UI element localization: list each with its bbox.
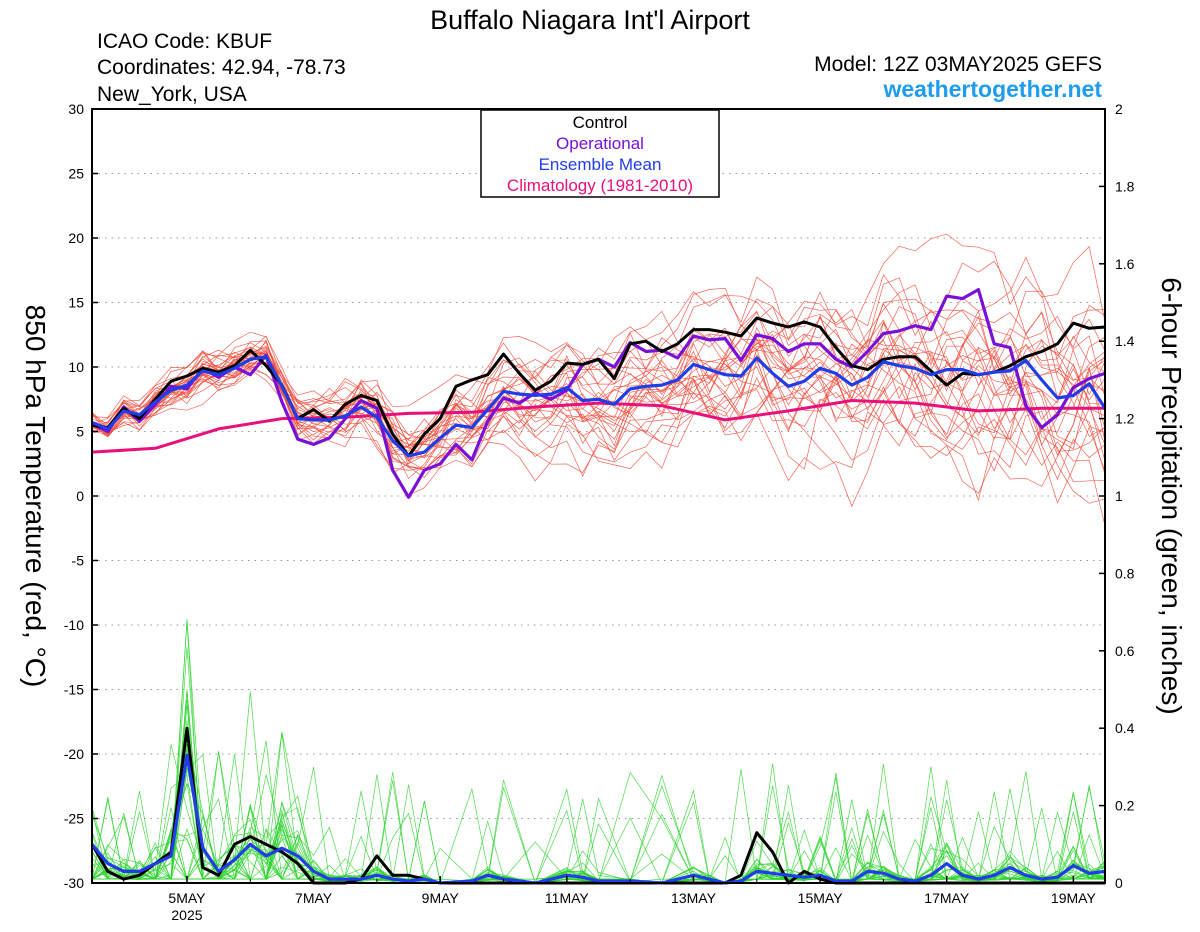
x-tick-label: 13MAY — [671, 890, 717, 906]
temperature-member-line — [91, 321, 1106, 471]
series-lines — [90, 288, 1107, 885]
legend-climatology: Climatology (1981-2010) — [507, 176, 693, 195]
right-tick-label: 1.6 — [1115, 256, 1135, 272]
climatology-1981-2010-temperature-line — [91, 399, 1105, 454]
chart-title: Buffalo Niagara Int'l Airport — [430, 5, 750, 35]
left-tick-label: 25 — [68, 166, 84, 182]
x-tick-label: 15MAY — [798, 890, 844, 906]
left-tick-label: -10 — [64, 617, 84, 633]
site-credit: weathertogether.net — [882, 76, 1102, 102]
legend-box — [480, 109, 720, 198]
x-tick-label: 5MAY — [168, 890, 206, 906]
location: New_York, USA — [97, 83, 247, 106]
right-tick-label: 0.8 — [1115, 565, 1135, 581]
left-tick-label: 5 — [76, 424, 84, 440]
left-tick-label: -15 — [64, 682, 84, 698]
left-tick-label: 30 — [68, 101, 84, 117]
left-tick-label: -20 — [64, 746, 84, 762]
left-tick-label: 20 — [68, 230, 84, 246]
temperature-member-line — [91, 298, 1106, 526]
left-tick-label: 0 — [76, 488, 84, 504]
legend-ensemble-mean: Ensemble Mean — [539, 155, 662, 174]
temperature-member-line — [91, 341, 1106, 496]
temperature-member-line — [91, 287, 1106, 504]
x-tick-label: 9MAY — [422, 890, 460, 906]
legend: Control Operational Ensemble Mean Climat… — [480, 109, 720, 198]
x-tick-label: 11MAY — [545, 890, 589, 906]
left-tick-label: -25 — [64, 811, 84, 827]
legend-control: Control — [573, 113, 628, 132]
right-tick-label: 0.6 — [1115, 643, 1135, 659]
right-axis-title: 6-hour Precipitation (green, inches) — [1156, 277, 1187, 714]
ensemble-mean-precip-line — [90, 753, 1106, 885]
right-tick-label: 1.2 — [1115, 411, 1135, 427]
left-tick-label: 10 — [68, 359, 84, 375]
right-tick-label: 1 — [1115, 488, 1123, 504]
coordinates: Coordinates: 42.94, -78.73 — [97, 56, 346, 79]
precipitation-member-line — [91, 787, 1106, 884]
right-tick-label: 0.4 — [1115, 720, 1135, 736]
temperature-member-line — [91, 328, 1106, 504]
left-tick-label: -30 — [64, 875, 84, 891]
control-precip-line — [90, 726, 1105, 885]
x-tick-label: 7MAY — [295, 890, 333, 906]
ensemble-mean-temperature-line — [91, 355, 1107, 458]
left-tick-label: -5 — [72, 553, 85, 569]
temperature-member-line — [91, 319, 1106, 478]
right-tick-label: 1.8 — [1115, 178, 1135, 194]
right-tick-label: 0 — [1115, 875, 1123, 891]
x-tick-label: 19MAY — [1051, 890, 1097, 906]
model-run: Model: 12Z 03MAY2025 GEFS — [814, 53, 1102, 76]
control-temperature-line — [91, 316, 1106, 458]
left-axis-title: 850 hPa Temperature (red, °C) — [20, 305, 51, 688]
right-tick-label: 0.2 — [1115, 798, 1135, 814]
legend-operational: Operational — [556, 134, 644, 153]
x-tick-label: 17MAY — [924, 890, 970, 906]
icao-code: ICAO Code: KBUF — [97, 30, 272, 53]
x-tick-year: 2025 — [171, 907, 202, 923]
right-tick-label: 2 — [1115, 101, 1123, 117]
precipitation-member-line — [91, 744, 1106, 884]
axis-ticks: 302520151050-5-10-15-20-25-3021.81.61.41… — [64, 101, 1135, 923]
left-tick-label: 15 — [68, 295, 84, 311]
right-tick-label: 1.4 — [1115, 333, 1135, 349]
